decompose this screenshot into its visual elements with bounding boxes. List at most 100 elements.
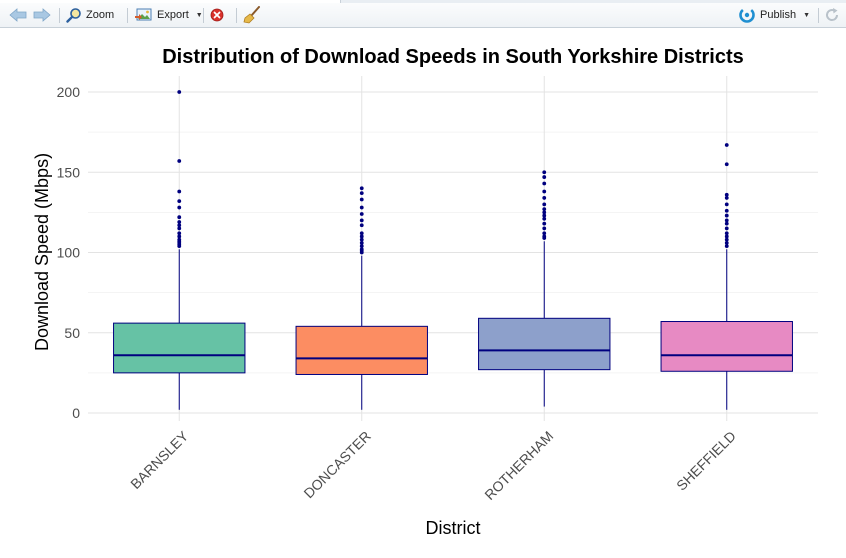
export-label: Export xyxy=(157,9,189,21)
outlier-point xyxy=(359,247,364,252)
outlier-point xyxy=(542,210,547,215)
x-axis-label: District xyxy=(426,518,481,538)
outlier-point xyxy=(724,162,729,167)
outlier-point xyxy=(359,231,364,236)
outlier-point xyxy=(542,226,547,231)
outlier-point xyxy=(177,231,182,236)
outlier-point xyxy=(177,215,182,220)
outlier-point xyxy=(724,244,729,248)
outlier-point xyxy=(542,202,547,207)
y-tick-label: 150 xyxy=(57,164,81,180)
outlier-point xyxy=(359,205,364,210)
zoom-label: Zoom xyxy=(86,9,115,21)
outlier-point xyxy=(542,216,547,221)
outlier-point xyxy=(724,240,729,245)
refresh-button[interactable] xyxy=(824,5,840,25)
remove-plot-icon xyxy=(210,8,224,22)
y-tick-label: 200 xyxy=(57,84,81,100)
outlier-point xyxy=(359,223,364,228)
y-axis-label: Download Speed (Mbps) xyxy=(32,153,52,351)
outlier-point xyxy=(542,181,547,186)
box xyxy=(113,322,246,374)
outlier-point xyxy=(542,213,547,218)
remove-plot-button[interactable] xyxy=(210,5,224,25)
chevron-down-icon: ▼ xyxy=(195,11,203,19)
toolbar-separator xyxy=(236,8,237,23)
outlier-point xyxy=(177,159,182,163)
x-tick-label: BARNSLEY xyxy=(127,427,192,492)
outlier-point xyxy=(359,191,364,196)
y-tick-label: 100 xyxy=(57,245,81,261)
outlier-point xyxy=(359,197,364,202)
back-button[interactable] xyxy=(9,5,27,25)
active-tab[interactable] xyxy=(0,0,341,3)
outlier-point xyxy=(177,205,182,210)
refresh-icon xyxy=(826,8,839,21)
outlier-point xyxy=(542,231,547,236)
tab-strip xyxy=(0,0,846,3)
outlier-point xyxy=(724,143,729,147)
publish-icon xyxy=(739,7,755,23)
publish-button[interactable]: Publish ▼ xyxy=(738,5,810,25)
arrow-right-icon xyxy=(33,8,51,22)
outlier-point xyxy=(359,186,364,191)
box-group-doncaster xyxy=(295,186,428,410)
outlier-point xyxy=(177,226,182,231)
box xyxy=(478,317,611,371)
toolbar-separator xyxy=(127,8,128,23)
zoom-button[interactable]: Zoom xyxy=(66,5,114,25)
box-group-rotherham xyxy=(478,170,611,407)
export-button[interactable]: Export ▼ xyxy=(135,5,203,25)
outlier-point xyxy=(724,237,729,242)
outlier-point xyxy=(177,237,182,242)
forward-button[interactable] xyxy=(33,5,51,25)
box-marks xyxy=(113,90,793,410)
box-group-barnsley xyxy=(113,90,246,410)
y-axis-ticks: 0 50 100 150 200 xyxy=(57,84,81,421)
outlier-point xyxy=(724,208,729,213)
outlier-point xyxy=(177,234,182,239)
outlier-point xyxy=(177,90,182,94)
outlier-point xyxy=(542,175,547,179)
toolbar-separator xyxy=(203,8,204,23)
x-tick-label: DONCASTER xyxy=(300,428,373,501)
y-tick-label: 0 xyxy=(72,405,80,421)
outlier-point xyxy=(359,240,364,245)
outlier-point xyxy=(724,218,729,223)
magnifier-icon xyxy=(66,8,81,23)
outlier-point xyxy=(542,221,547,226)
outlier-point xyxy=(359,212,364,216)
outlier-point xyxy=(177,189,182,194)
arrow-left-icon xyxy=(9,8,27,22)
box xyxy=(660,321,793,372)
outlier-point xyxy=(724,202,729,207)
outlier-point xyxy=(359,218,364,223)
outlier-point xyxy=(542,196,547,200)
chevron-down-icon: ▼ xyxy=(803,11,811,19)
chart-title: Distribution of Download Speeds in South… xyxy=(162,46,744,68)
x-tick-label: SHEFFIELD xyxy=(673,428,739,494)
x-axis-ticks: BARNSLEY DONCASTER ROTHERHAM SHEFFIELD xyxy=(127,427,739,503)
outlier-point xyxy=(542,189,547,194)
plot-toolbar: Zoom Export ▼ Publish ▼ xyxy=(0,3,846,28)
outlier-point xyxy=(359,237,364,242)
outlier-point xyxy=(724,221,729,226)
outlier-point xyxy=(542,234,547,239)
outlier-point xyxy=(724,234,729,239)
outlier-point xyxy=(724,196,729,200)
plot-viewer: 0 50 100 150 200 BARNSLEY DONCASTER ROTHERHAM S… xyxy=(0,28,846,553)
outlier-point xyxy=(359,234,364,239)
box-group-sheffield xyxy=(660,143,793,410)
boxplot-chart: 0 50 100 150 200 BARNSLEY DONCASTER ROTHERHAM S… xyxy=(32,46,818,538)
outlier-point xyxy=(177,220,182,224)
outlier-point xyxy=(542,170,547,175)
broom-icon xyxy=(243,6,260,24)
image-export-icon xyxy=(135,8,152,21)
outlier-point xyxy=(177,223,182,228)
outlier-point xyxy=(724,226,729,231)
clear-all-button[interactable] xyxy=(243,5,261,25)
outlier-point xyxy=(724,213,729,218)
y-tick-label: 50 xyxy=(64,325,80,341)
box xyxy=(295,325,428,375)
toolbar-separator xyxy=(59,8,60,23)
